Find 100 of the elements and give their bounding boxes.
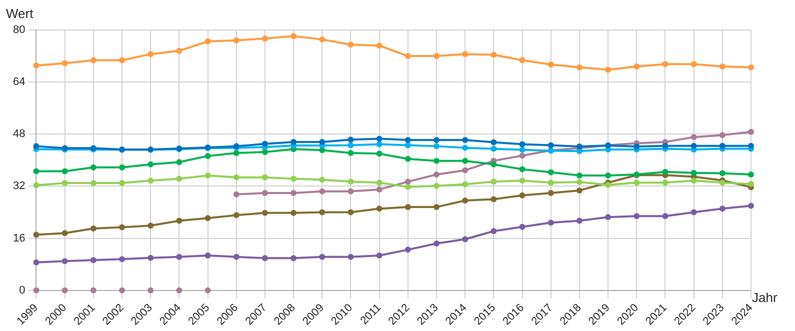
y-tick-label: 32 xyxy=(12,180,26,192)
point xyxy=(90,226,96,232)
point xyxy=(576,178,582,185)
point xyxy=(490,196,497,202)
point xyxy=(262,190,268,196)
point xyxy=(176,48,182,54)
point xyxy=(434,137,440,144)
point xyxy=(348,42,354,48)
point xyxy=(290,138,297,145)
point xyxy=(233,254,240,260)
point xyxy=(148,51,154,58)
point xyxy=(719,170,726,176)
point xyxy=(90,164,96,170)
point xyxy=(119,57,126,64)
point xyxy=(262,210,268,216)
point xyxy=(434,53,440,60)
point xyxy=(519,224,526,230)
point xyxy=(233,212,240,218)
y-tick-label: 48 xyxy=(12,128,26,140)
point xyxy=(62,168,68,174)
point xyxy=(548,169,554,176)
point xyxy=(233,150,240,156)
point xyxy=(376,42,382,49)
point xyxy=(62,180,68,186)
point xyxy=(519,146,526,153)
point xyxy=(548,142,554,148)
point xyxy=(548,190,554,196)
point xyxy=(662,142,668,149)
point xyxy=(434,172,440,178)
point xyxy=(176,159,182,166)
point xyxy=(404,204,411,210)
point xyxy=(376,150,382,157)
point xyxy=(90,180,96,186)
point xyxy=(519,152,526,159)
point xyxy=(376,180,382,186)
point xyxy=(576,187,582,194)
point xyxy=(748,180,754,187)
point xyxy=(719,142,726,149)
point xyxy=(576,172,582,178)
point xyxy=(33,232,40,238)
point xyxy=(376,252,382,259)
point xyxy=(462,158,468,164)
point xyxy=(662,213,668,220)
point xyxy=(462,236,468,242)
point xyxy=(33,182,40,188)
point xyxy=(605,66,612,73)
point xyxy=(605,172,612,178)
point xyxy=(319,176,326,183)
point xyxy=(262,255,268,262)
point xyxy=(404,178,411,185)
point xyxy=(748,64,754,70)
point xyxy=(204,38,211,44)
point xyxy=(262,140,268,147)
point xyxy=(690,142,697,149)
point xyxy=(33,62,40,68)
point xyxy=(719,132,726,138)
point xyxy=(434,158,440,164)
point xyxy=(490,139,497,146)
point xyxy=(662,180,668,186)
y-tick-label: 16 xyxy=(12,232,26,244)
y-tick-label: 80 xyxy=(12,24,26,36)
point xyxy=(290,190,297,196)
point xyxy=(462,144,468,151)
point xyxy=(348,136,354,143)
point xyxy=(376,206,382,212)
point xyxy=(404,184,411,190)
point xyxy=(62,230,68,236)
point xyxy=(748,142,754,149)
point xyxy=(262,174,268,180)
point xyxy=(462,51,468,58)
point xyxy=(404,142,411,148)
point xyxy=(634,180,640,186)
point xyxy=(690,170,697,176)
point xyxy=(33,259,40,266)
point xyxy=(204,215,211,222)
point xyxy=(62,258,68,264)
point xyxy=(576,218,582,224)
point xyxy=(348,178,354,185)
point xyxy=(119,287,126,294)
point xyxy=(519,141,526,148)
point xyxy=(690,61,697,68)
point xyxy=(319,254,326,260)
point xyxy=(204,172,211,178)
point xyxy=(62,287,68,294)
point xyxy=(148,222,154,229)
point xyxy=(348,254,354,260)
point xyxy=(434,240,440,246)
point xyxy=(319,36,326,42)
point xyxy=(319,138,326,145)
point xyxy=(176,254,182,260)
point xyxy=(119,180,126,186)
point xyxy=(262,149,268,156)
point xyxy=(404,156,411,162)
point xyxy=(434,143,440,150)
point xyxy=(548,62,554,68)
point xyxy=(662,61,668,68)
point xyxy=(719,63,726,70)
point xyxy=(290,210,297,216)
point xyxy=(748,202,754,209)
point xyxy=(548,220,554,226)
